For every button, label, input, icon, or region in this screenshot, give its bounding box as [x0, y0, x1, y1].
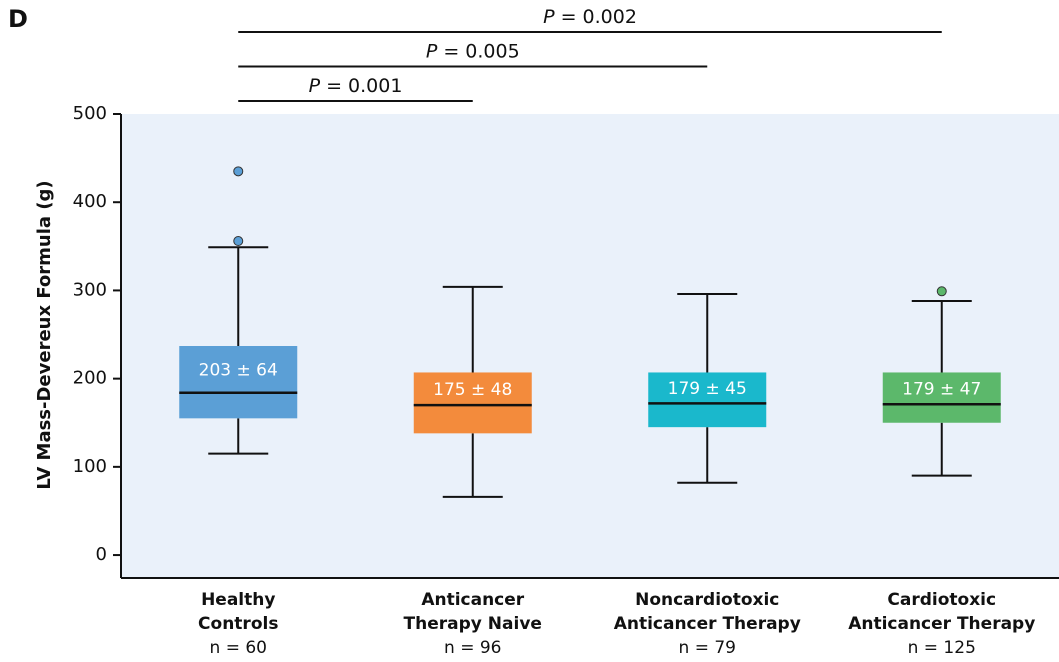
- y-axis-label: LV Mass-Devereux Formula (g): [34, 180, 55, 489]
- y-tick-label: 200: [73, 368, 107, 389]
- box-label: 203 ± 64: [199, 360, 278, 380]
- y-tick-label: 0: [96, 544, 107, 565]
- box-label: 179 ± 45: [668, 379, 747, 399]
- x-tick-label: Anticancer: [421, 590, 524, 610]
- box: [179, 346, 298, 419]
- box-label: 175 ± 48: [433, 380, 512, 400]
- y-tick-label: 400: [73, 191, 107, 212]
- y-tick-label: 500: [73, 103, 107, 124]
- sample-size: n = 96: [444, 638, 501, 658]
- outlier: [233, 166, 244, 177]
- x-tick-label: Therapy Naive: [404, 614, 542, 634]
- x-tick-label: Noncardiotoxic: [635, 590, 779, 610]
- y-tick-label: 100: [73, 456, 107, 477]
- p-value: P = 0.002: [543, 6, 637, 28]
- box: [413, 372, 532, 434]
- x-tick-label: Cardiotoxic: [887, 590, 996, 610]
- sample-size: n = 60: [210, 638, 267, 658]
- p-value: P = 0.001: [309, 75, 403, 97]
- box-label: 179 ± 47: [902, 379, 981, 399]
- x-tick-label: Anticancer Therapy: [614, 614, 801, 634]
- outlier: [936, 286, 947, 297]
- y-tick-label: 300: [73, 279, 107, 300]
- p-value: P = 0.005: [426, 40, 520, 62]
- box: [648, 372, 767, 428]
- x-tick-label: Anticancer Therapy: [848, 614, 1035, 634]
- outlier: [233, 236, 244, 247]
- panel-label: D: [8, 5, 28, 33]
- sample-size: n = 125: [908, 638, 976, 658]
- box: [882, 372, 1001, 423]
- x-tick-label: Healthy: [201, 590, 275, 610]
- x-tick-label: Controls: [198, 614, 278, 634]
- sample-size: n = 79: [679, 638, 736, 658]
